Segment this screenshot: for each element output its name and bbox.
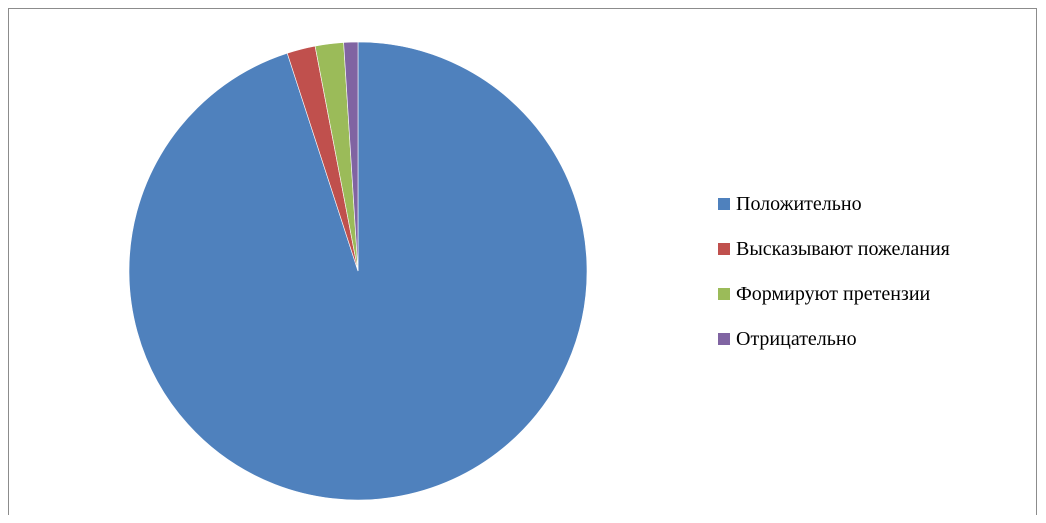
legend-label-claims: Формируют претензии (736, 282, 931, 305)
legend-swatch-negative (718, 333, 730, 345)
slice-negative (343, 41, 359, 272)
legend: Положительно Высказывают пожелания Форми… (718, 193, 1038, 373)
legend-label-negative: Отрицательно (736, 327, 857, 350)
legend-item-positive: Положительно (718, 193, 1038, 215)
legend-item-negative: Отрицательно (718, 328, 1038, 350)
legend-swatch-wishes (718, 243, 730, 255)
legend-swatch-claims (718, 288, 730, 300)
legend-label-wishes: Высказывают пожелания (736, 237, 950, 260)
legend-item-claims: Формируют претензии (718, 283, 1038, 305)
legend-item-wishes: Высказывают пожелания (718, 238, 1038, 260)
legend-label-positive: Положительно (736, 192, 862, 215)
legend-swatch-positive (718, 198, 730, 210)
